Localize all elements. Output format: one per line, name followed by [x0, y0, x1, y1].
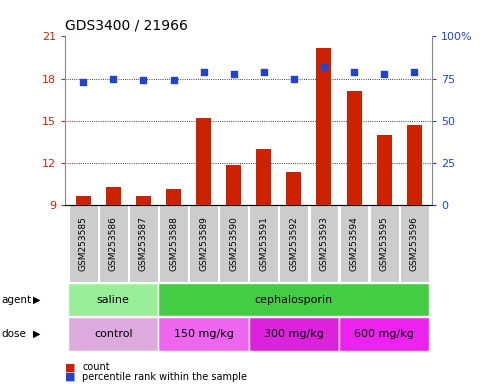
Bar	[219, 205, 248, 282]
Bar	[69, 205, 98, 282]
Bar	[377, 135, 392, 205]
Text: GSM253585: GSM253585	[79, 217, 88, 271]
Bar	[68, 318, 158, 351]
Bar	[249, 205, 278, 282]
Text: ▶: ▶	[33, 295, 41, 305]
Bar	[196, 118, 211, 205]
Point	[290, 76, 298, 82]
Text: 150 mg/kg: 150 mg/kg	[174, 329, 234, 339]
Bar	[99, 205, 128, 282]
Text: GSM253595: GSM253595	[380, 217, 389, 271]
Text: GSM253586: GSM253586	[109, 217, 118, 271]
Point	[230, 71, 238, 77]
Text: GSM253596: GSM253596	[410, 217, 419, 271]
Bar	[286, 172, 301, 205]
Bar	[106, 187, 121, 205]
Bar	[158, 318, 249, 351]
Text: GSM253587: GSM253587	[139, 217, 148, 271]
Bar	[346, 91, 362, 205]
Text: GSM253589: GSM253589	[199, 217, 208, 271]
Text: cephalosporin: cephalosporin	[255, 295, 333, 305]
Point	[380, 71, 388, 77]
Text: GDS3400 / 21966: GDS3400 / 21966	[65, 19, 188, 33]
Bar	[226, 165, 241, 205]
Bar	[256, 149, 271, 205]
Bar	[158, 283, 429, 316]
Text: 600 mg/kg: 600 mg/kg	[354, 329, 414, 339]
Text: dose: dose	[1, 329, 26, 339]
Text: GSM253593: GSM253593	[319, 217, 328, 271]
Text: agent: agent	[1, 295, 31, 305]
Bar	[189, 205, 218, 282]
Text: GSM253588: GSM253588	[169, 217, 178, 271]
Bar	[400, 205, 429, 282]
Text: ■: ■	[65, 372, 76, 382]
Point	[260, 69, 268, 75]
Text: saline: saline	[97, 295, 130, 305]
Bar	[339, 318, 429, 351]
Bar	[136, 195, 151, 205]
Text: GSM253592: GSM253592	[289, 217, 298, 271]
Bar	[68, 283, 158, 316]
Bar	[369, 205, 398, 282]
Bar	[340, 205, 369, 282]
Point	[411, 69, 418, 75]
Text: count: count	[82, 362, 110, 372]
Text: ▶: ▶	[33, 329, 41, 339]
Text: control: control	[94, 329, 133, 339]
Point	[140, 77, 147, 83]
Bar	[76, 195, 91, 205]
Bar	[166, 189, 181, 205]
Bar	[316, 48, 331, 205]
Bar	[407, 125, 422, 205]
Bar	[129, 205, 158, 282]
Point	[200, 69, 208, 75]
Point	[170, 77, 177, 83]
Point	[320, 64, 328, 70]
Text: GSM253591: GSM253591	[259, 217, 268, 271]
Bar	[280, 205, 308, 282]
Point	[110, 76, 117, 82]
Point	[350, 69, 358, 75]
Point	[79, 79, 87, 85]
Text: percentile rank within the sample: percentile rank within the sample	[82, 372, 247, 382]
Text: ■: ■	[65, 362, 76, 372]
Bar	[310, 205, 339, 282]
Bar	[159, 205, 188, 282]
Text: 300 mg/kg: 300 mg/kg	[264, 329, 324, 339]
Bar	[249, 318, 339, 351]
Text: GSM253590: GSM253590	[229, 217, 238, 271]
Text: GSM253594: GSM253594	[350, 217, 358, 271]
